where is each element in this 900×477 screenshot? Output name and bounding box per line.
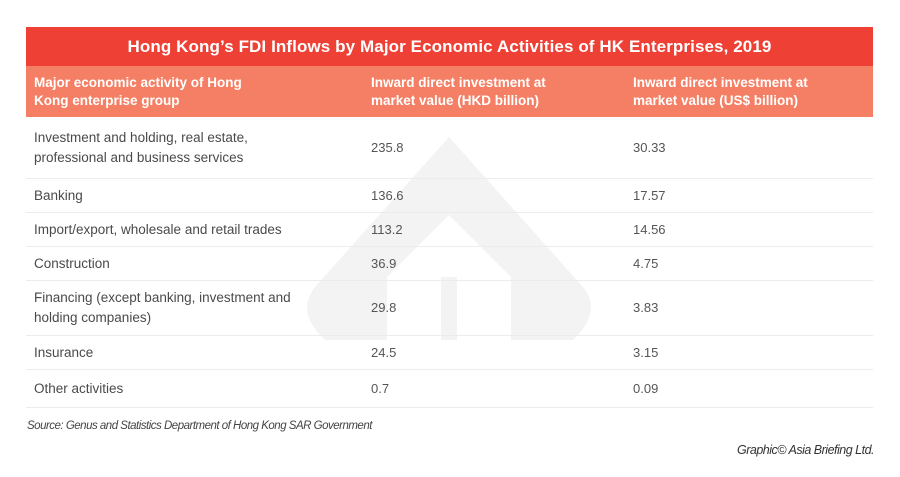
table-row: Banking 136.6 17.57 (26, 179, 873, 213)
activity-cell: Investment and holding, real estate, pro… (34, 129, 248, 165)
table-row: Financing (except banking, investment an… (26, 281, 873, 336)
table-row: Construction 36.9 4.75 (26, 247, 873, 281)
usd-cell: 30.33 (633, 139, 666, 155)
activity-cell: Construction (34, 255, 110, 271)
column-header-usd: Inward direct investment at market value… (633, 74, 808, 108)
hkd-cell: 0.7 (371, 380, 390, 396)
hkd-cell: 29.8 (371, 300, 397, 315)
table-row: Insurance 24.5 3.15 (26, 336, 873, 370)
hkd-cell: 36.9 (371, 255, 397, 271)
usd-cell: 4.75 (633, 255, 659, 271)
fdi-table: Hong Kong’s FDI Inflows by Major Economi… (26, 27, 873, 408)
hkd-cell: 24.5 (371, 344, 397, 360)
column-header-hkd: Inward direct investment at market value… (371, 74, 546, 108)
graphic-credit: Graphic© Asia Briefing Ltd. (737, 443, 874, 457)
usd-cell: 3.15 (633, 344, 659, 360)
table-row: Investment and holding, real estate, pro… (26, 117, 873, 179)
source-note: Source: Genus and Statistics Department … (27, 420, 372, 432)
table-title: Hong Kong’s FDI Inflows by Major Economi… (26, 27, 873, 66)
table-row: Other activities 0.7 0.09 (26, 370, 873, 408)
usd-cell: 17.57 (633, 187, 666, 203)
hkd-cell: 113.2 (371, 221, 403, 237)
column-header-activity: Major economic activity of Hong Kong ent… (34, 74, 242, 108)
activity-cell: Banking (34, 187, 83, 203)
usd-cell: 3.83 (633, 300, 659, 315)
hkd-cell: 136.6 (371, 187, 404, 203)
activity-cell: Import/export, wholesale and retail trad… (34, 221, 282, 237)
usd-cell: 0.09 (633, 380, 659, 396)
table-header: Major economic activity of Hong Kong ent… (26, 66, 873, 117)
activity-cell: Insurance (34, 344, 94, 360)
activity-cell: Other activities (34, 380, 124, 396)
table-row: Import/export, wholesale and retail trad… (26, 213, 873, 247)
activity-cell: Financing (except banking, investment an… (34, 290, 291, 325)
hkd-cell: 235.8 (371, 139, 404, 155)
usd-cell: 14.56 (633, 221, 666, 237)
